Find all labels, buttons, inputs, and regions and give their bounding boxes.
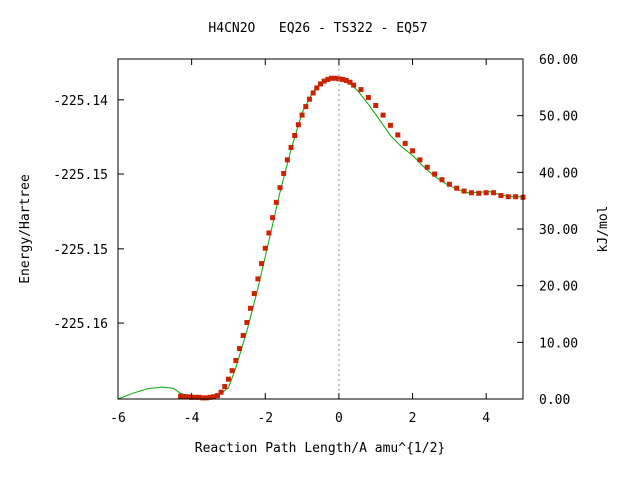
data-point xyxy=(295,122,301,128)
data-point xyxy=(424,164,430,170)
data-point xyxy=(288,144,294,150)
fitted-curve-layer xyxy=(117,77,523,400)
data-point xyxy=(292,133,298,138)
data-point xyxy=(380,112,386,118)
data-point xyxy=(185,394,191,400)
data-point xyxy=(417,157,423,163)
data-point xyxy=(402,140,408,146)
x-tick-label: 4 xyxy=(482,411,490,426)
y-axis-label-right: kJ/mol xyxy=(596,206,611,253)
data-point xyxy=(358,87,364,93)
data-point xyxy=(318,81,323,87)
data-point xyxy=(321,78,327,84)
data-point xyxy=(299,112,305,118)
data-point xyxy=(225,376,231,382)
data-point xyxy=(395,132,401,138)
y-axis-label-left: Energy/Hartree xyxy=(18,174,33,284)
data-point xyxy=(218,389,224,395)
data-point xyxy=(303,104,309,110)
data-point xyxy=(196,394,202,400)
right-tick-label: 50.00 xyxy=(539,110,578,125)
data-point xyxy=(340,76,346,82)
data-point xyxy=(343,78,349,84)
data-point xyxy=(237,346,242,352)
right-tick-label: 20.00 xyxy=(539,280,578,295)
data-point xyxy=(240,333,246,339)
data-point xyxy=(351,82,357,88)
data-point xyxy=(336,76,342,82)
left-tick-label: -225.14 xyxy=(53,94,108,109)
x-tick-label: 2 xyxy=(409,411,417,426)
data-point xyxy=(454,185,460,191)
data-point xyxy=(505,194,511,200)
data-point xyxy=(314,85,320,91)
data-point xyxy=(306,96,312,102)
x-tick-label: -4 xyxy=(184,411,200,426)
axis-ticks-layer: -6 -4 -2 0 2 40.0010.0020.0030.0040.0050.0060… xyxy=(53,53,578,426)
data-point xyxy=(214,393,220,399)
data-point xyxy=(203,395,209,401)
data-point xyxy=(281,170,287,176)
x-axis-label: Reaction Path Length/A amu^{1/2} xyxy=(195,441,445,456)
right-tick-label: 40.00 xyxy=(539,166,578,181)
data-point xyxy=(244,320,250,325)
data-point xyxy=(192,394,198,400)
data-point xyxy=(262,245,268,251)
plot-frame xyxy=(117,58,524,400)
data-point xyxy=(410,148,416,154)
right-tick-label: 10.00 xyxy=(539,336,578,351)
data-point xyxy=(446,181,452,187)
data-point xyxy=(222,384,228,390)
data-point xyxy=(461,188,467,194)
data-point xyxy=(347,79,353,85)
data-point xyxy=(491,190,497,196)
chart-title: H4CN2O EQ26 - TS322 - EQ57 xyxy=(208,21,427,36)
data-point xyxy=(233,357,239,363)
data-point xyxy=(229,368,235,374)
data-point xyxy=(329,75,335,81)
series-fitted-curve xyxy=(117,77,523,400)
data-point xyxy=(365,95,371,101)
data-point xyxy=(483,190,489,196)
data-point xyxy=(332,75,338,81)
data-point xyxy=(266,230,272,236)
data-point xyxy=(200,395,206,401)
data-point xyxy=(325,76,331,82)
data-point xyxy=(181,394,187,400)
data-point xyxy=(178,393,184,399)
data-point xyxy=(513,194,519,200)
data-point xyxy=(251,291,257,297)
right-tick-label: 30.00 xyxy=(539,223,578,238)
data-point xyxy=(373,102,379,108)
right-tick-label: 60.00 xyxy=(539,53,578,68)
data-point xyxy=(432,171,438,177)
data-point xyxy=(211,394,217,400)
x-tick-label: -6 xyxy=(110,411,126,426)
data-point xyxy=(498,193,504,199)
left-tick-label: -225.16 xyxy=(53,317,108,332)
x-tick-label: 0 xyxy=(335,411,343,426)
data-point xyxy=(277,185,283,191)
data-point xyxy=(310,90,316,96)
x-tick-label: -2 xyxy=(257,411,273,426)
data-point xyxy=(468,190,474,196)
data-point xyxy=(284,157,290,163)
data-point xyxy=(387,122,393,128)
data-point xyxy=(476,190,482,196)
data-point xyxy=(273,199,279,205)
data-point xyxy=(259,261,265,267)
data-point xyxy=(255,276,261,282)
right-tick-label: 0.00 xyxy=(539,393,570,408)
data-points-layer xyxy=(178,75,526,401)
data-point xyxy=(270,215,276,221)
left-tick-label: -225.15 xyxy=(53,168,108,183)
data-point xyxy=(439,177,445,183)
data-point xyxy=(248,305,254,311)
left-tick-label: -225.15 xyxy=(53,243,108,258)
data-point xyxy=(207,394,213,400)
